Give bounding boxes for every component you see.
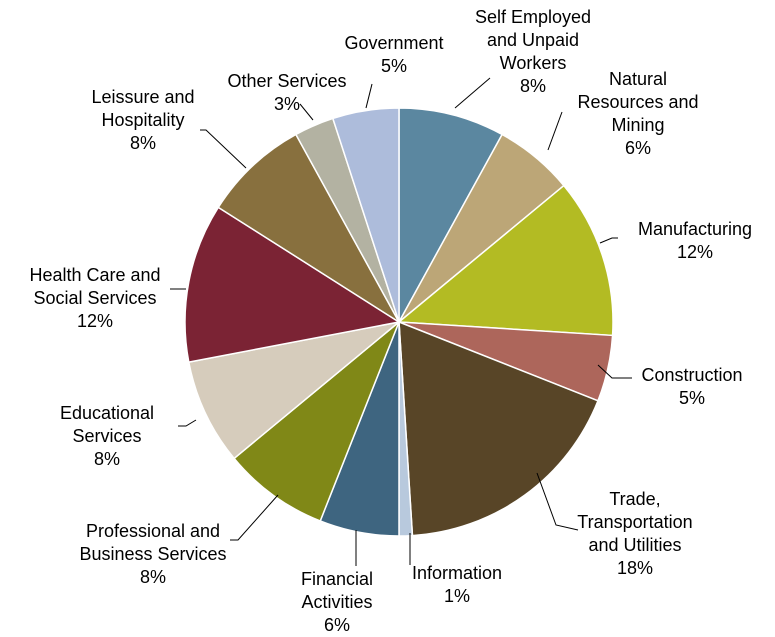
slice-label: Self Employed and Unpaid Workers 8% <box>458 6 608 98</box>
slice-category-label: Information <box>411 563 503 583</box>
leader-line <box>597 364 632 379</box>
pie-slice <box>398 107 504 323</box>
slice-label: Other Services 3% <box>212 70 362 116</box>
slice-category-label: Construction <box>641 365 743 385</box>
pie-slice <box>187 321 400 460</box>
pie-slice <box>397 184 614 337</box>
slice-value-label: 5% <box>678 388 705 408</box>
slice-label: Natural Resources and Mining 6% <box>568 68 708 160</box>
slice-value-label: 1% <box>443 586 470 606</box>
slice-value-label: 8% <box>129 133 156 153</box>
slice-label: Financial Activities 6% <box>277 568 397 637</box>
leader-line <box>454 77 491 109</box>
slice-value-label: 12% <box>76 311 114 331</box>
slice-label: Professional and Business Services 8% <box>68 520 238 589</box>
slice-value-label: 12% <box>676 242 714 262</box>
slice-label: Government 5% <box>329 32 459 78</box>
pie-slice <box>217 133 400 323</box>
slice-value-label: 6% <box>323 615 350 635</box>
slice-label: Information 1% <box>397 562 517 608</box>
leader-line <box>365 83 373 109</box>
leader-line <box>536 472 579 531</box>
slice-category-label: Natural Resources and Mining <box>577 69 699 135</box>
slice-label: Leissure and Hospitality 8% <box>78 86 208 155</box>
slice-value-label: 18% <box>616 558 654 578</box>
slice-label: Health Care and Social Services 12% <box>10 264 180 333</box>
slice-category-label: Health Care and Social Services <box>29 265 161 308</box>
pie-slice <box>184 206 402 363</box>
slice-category-label: Manufacturing <box>637 219 753 239</box>
slice-value-label: 8% <box>519 76 546 96</box>
slice-category-label: Leissure and Hospitality <box>91 87 195 130</box>
slice-value-label: 6% <box>624 138 651 158</box>
leader-line <box>200 129 247 169</box>
slice-category-label: Government <box>344 33 444 53</box>
leader-line <box>599 237 618 244</box>
slice-value-label: 3% <box>273 94 300 114</box>
pie-slice <box>398 320 599 537</box>
leader-line <box>178 419 197 427</box>
pie-slice <box>233 321 400 522</box>
slice-category-label: Educational Services <box>59 403 155 446</box>
leader-line <box>547 111 563 151</box>
slice-category-label: Trade, Transportation and Utilities <box>577 489 693 555</box>
slice-label: Educational Services 8% <box>47 402 167 471</box>
slice-category-label: Self Employed and Unpaid Workers <box>474 7 592 73</box>
slice-category-label: Financial Activities <box>300 569 374 612</box>
slice-value-label: 5% <box>380 56 407 76</box>
slice-label: Trade, Transportation and Utilities 18% <box>565 488 705 580</box>
slice-value-label: 8% <box>139 567 166 587</box>
slice-label: Construction 5% <box>622 364 762 410</box>
slice-label: Manufacturing 12% <box>610 218 775 264</box>
slice-value-label: 8% <box>93 449 120 469</box>
pie-slice <box>331 107 400 323</box>
leader-line <box>299 103 314 121</box>
slice-category-label: Other Services <box>227 71 347 91</box>
leader-line <box>230 494 279 541</box>
slice-category-label: Professional and Business Services <box>79 521 227 564</box>
